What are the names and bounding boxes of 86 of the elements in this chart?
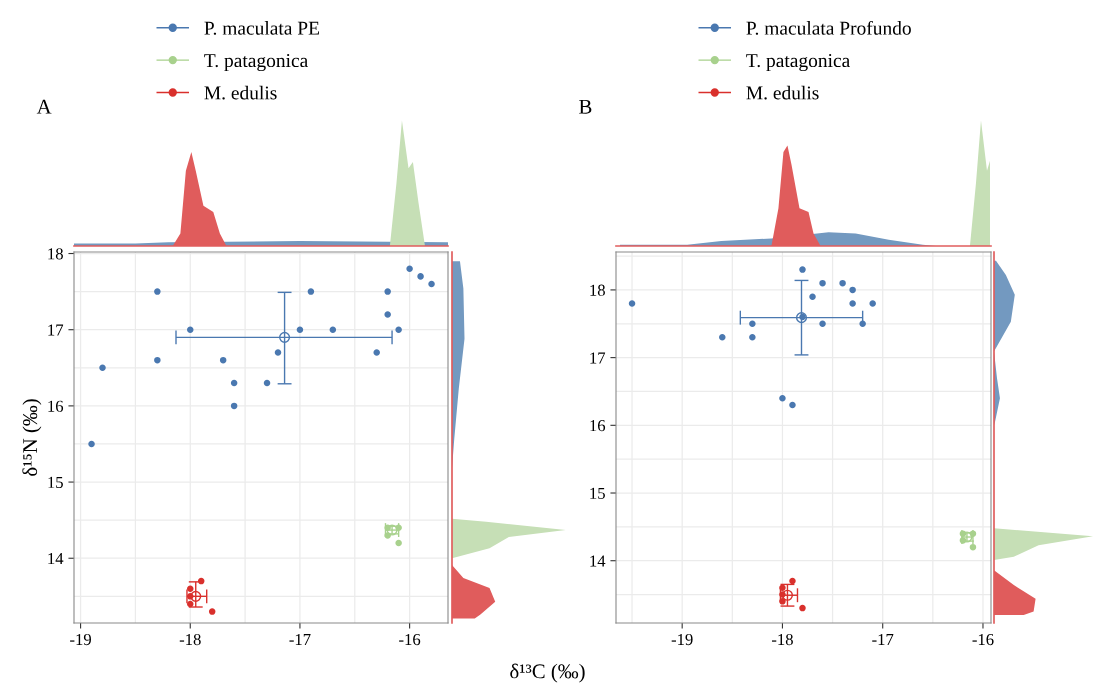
point	[819, 320, 826, 328]
point	[819, 279, 826, 287]
point	[749, 320, 756, 328]
point	[795, 312, 808, 324]
x-axis-title: δ¹³C (‰)	[510, 663, 585, 683]
y-axis-title: δ¹⁵N (‰)	[22, 399, 42, 476]
point	[384, 311, 391, 318]
point	[384, 532, 391, 539]
legend-label: M. edulis	[204, 85, 277, 100]
x-tick-label: -16	[399, 633, 421, 646]
y-tick-label: 14	[590, 555, 606, 567]
point	[190, 590, 202, 602]
y-tick-label: 16	[48, 400, 64, 412]
point	[384, 288, 391, 295]
x-tick-label: -19	[671, 633, 693, 646]
point	[208, 608, 216, 615]
point	[779, 591, 786, 598]
point	[373, 349, 380, 356]
point	[789, 577, 796, 585]
point	[859, 320, 866, 328]
point	[219, 356, 227, 364]
y-tick-label: 17	[590, 352, 606, 364]
point	[307, 288, 315, 295]
point	[789, 401, 796, 409]
point	[230, 402, 238, 410]
point	[154, 356, 161, 364]
legend-label: M. edulis	[746, 85, 819, 100]
point	[395, 524, 402, 532]
x-tick-label: -17	[289, 633, 311, 645]
y-tick-label: 15	[48, 476, 63, 489]
x-tick-label: -18	[771, 633, 793, 646]
point	[279, 331, 291, 343]
point	[969, 543, 977, 551]
point	[849, 300, 856, 307]
x-tick-label: -18	[179, 633, 201, 646]
point	[719, 334, 726, 341]
point	[187, 585, 194, 592]
point	[274, 349, 282, 356]
point	[839, 279, 846, 287]
point	[628, 300, 636, 307]
point	[187, 326, 194, 333]
point	[99, 364, 106, 372]
point	[263, 379, 271, 387]
point	[809, 293, 816, 300]
point	[428, 280, 435, 288]
point	[329, 326, 337, 333]
legend-label: P. maculata Profundo	[746, 20, 911, 35]
point	[154, 288, 161, 295]
point	[799, 266, 806, 273]
y-tick-label: 16	[590, 420, 606, 432]
point	[799, 313, 806, 321]
point	[417, 273, 424, 280]
point	[959, 537, 967, 544]
point	[296, 326, 304, 333]
point	[88, 440, 95, 448]
y-tick-label: 15	[590, 487, 605, 499]
legend-label: P. maculata PE	[204, 21, 319, 35]
point	[395, 539, 402, 547]
point	[749, 334, 756, 341]
point	[230, 379, 238, 387]
y-tick-label: 18	[48, 248, 63, 260]
point	[406, 265, 413, 273]
x-tick-label: -19	[70, 633, 92, 646]
chart-title: B	[579, 99, 592, 114]
x-tick-label: -16	[972, 633, 994, 646]
point	[187, 593, 194, 600]
point	[799, 604, 806, 612]
legend-label: T. patagonica	[204, 54, 308, 72]
point	[779, 584, 786, 592]
y-tick-label: 14	[48, 553, 64, 565]
point	[849, 286, 856, 294]
legend-label: T. patagonica	[746, 54, 850, 72]
point	[395, 326, 402, 333]
x-tick-label: -17	[872, 633, 894, 645]
point	[779, 598, 786, 605]
point	[959, 530, 967, 537]
point	[869, 300, 876, 307]
chart-title: A	[36, 99, 52, 114]
y-tick-label: 17	[48, 324, 64, 336]
point	[197, 577, 205, 585]
point	[187, 600, 194, 608]
point	[384, 524, 391, 532]
point	[969, 530, 977, 537]
point	[781, 589, 794, 601]
point	[779, 394, 786, 402]
y-tick-label: 18	[590, 284, 605, 296]
